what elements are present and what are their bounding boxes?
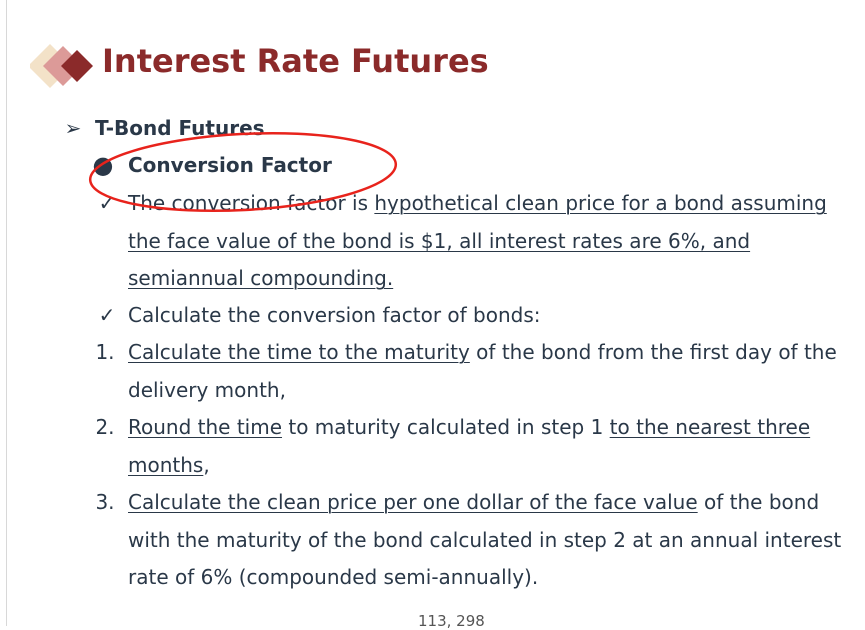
slide-edge [6, 0, 7, 626]
step-text: Calculate the time to the maturity of th… [128, 334, 843, 409]
filled-circle-bullet-icon: ● [92, 151, 114, 179]
check-text: Calculate the conversion factor of bonds… [128, 303, 541, 327]
text-segment: to maturity calculated in step 1 [282, 415, 610, 439]
step-number: 3. [95, 490, 115, 514]
bullet-text: T-Bond Futures [95, 116, 265, 140]
step-text: Calculate the clean price per one dollar… [128, 484, 843, 597]
underlined-segment: Round the time [128, 415, 283, 439]
text-segment: of the bond with the maturity of the bon… [128, 490, 842, 589]
text-segment: , [203, 452, 210, 477]
arrowhead-bullet-icon: ➢ [64, 116, 82, 140]
check-text: The conversion factor is hypothetical cl… [128, 185, 843, 298]
underlined-segment: to the nearest three months [128, 415, 811, 477]
diamond-logo-icon [30, 44, 93, 88]
underlined-segment: hypothetical clean price for a bond assu… [128, 191, 827, 290]
underlined-segment: Calculate the clean price per one dollar… [128, 490, 698, 514]
step-number: 2. [95, 415, 115, 439]
checkmark-icon: ✓ [98, 191, 116, 215]
page-number: 113, 298 [418, 612, 485, 630]
bullet-text: Conversion Factor [128, 153, 332, 177]
slide-title: Interest Rate Futures [102, 42, 489, 80]
underlined-segment: Calculate the time to the maturity [128, 340, 470, 364]
text-segment: of the bond from the first day of the de… [128, 340, 837, 402]
step-number: 1. [95, 340, 115, 364]
checkmark-icon: ✓ [98, 303, 116, 327]
step-text: Round the time to maturity calculated in… [128, 409, 843, 484]
text-segment: The conversion factor is [128, 191, 375, 215]
